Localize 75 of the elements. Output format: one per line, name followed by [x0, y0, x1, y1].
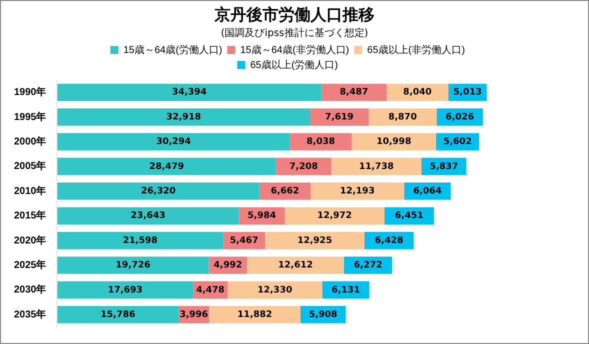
data-label: 12,972 [317, 211, 352, 222]
legend-label: 65歳以上(労働人口) [250, 58, 338, 71]
chart-title: 京丹後市労働人口推移 [214, 5, 376, 26]
bar [247, 256, 344, 274]
y-tick-label: 2025年 [14, 259, 46, 271]
y-tick-label: 2015年 [14, 210, 46, 222]
bar [209, 306, 300, 324]
data-label: 7,208 [289, 162, 318, 172]
data-label: 21,598 [122, 236, 158, 246]
data-label: 6,064 [413, 186, 442, 196]
y-tick-label: 2005年 [14, 160, 46, 172]
bar [57, 207, 239, 224]
bar [321, 84, 387, 101]
data-label: 32,918 [166, 112, 202, 122]
bar [57, 306, 178, 324]
bar [352, 133, 436, 150]
bar [57, 256, 209, 274]
data-label: 12,193 [340, 186, 375, 196]
y-tick-label: 2035年 [14, 308, 46, 320]
bar [57, 182, 260, 200]
bar [57, 158, 276, 176]
data-label: 6,451 [394, 211, 424, 222]
data-label: 5,984 [248, 211, 276, 222]
data-label: 5,467 [230, 236, 258, 246]
data-label: 7,619 [325, 112, 354, 122]
data-label: 4,992 [214, 260, 242, 271]
bar [57, 108, 310, 126]
data-label: 8,487 [340, 88, 368, 98]
data-label: 8,038 [306, 137, 335, 148]
data-label: 11,882 [237, 310, 272, 320]
data-label: 17,693 [108, 285, 143, 296]
data-label: 12,612 [278, 260, 313, 271]
bar [57, 281, 194, 299]
data-label: 6,428 [374, 236, 404, 246]
legend-label: 65歳以上(非労働人口) [367, 44, 465, 56]
data-label: 5,602 [443, 137, 472, 148]
bar [331, 158, 422, 176]
data-label: 4,478 [196, 285, 225, 296]
data-label: 5,837 [430, 162, 458, 172]
legend-label: 15歳～64歳(労働人口) [123, 44, 222, 56]
data-label: 8,870 [388, 112, 417, 122]
data-label: 3,996 [180, 310, 208, 320]
y-tick-label: 2020年 [14, 234, 46, 246]
data-label: 28,479 [149, 162, 184, 172]
data-label: 30,294 [156, 137, 191, 148]
data-label: 12,330 [257, 285, 292, 296]
data-label: 5,013 [453, 88, 482, 98]
data-label: 6,662 [270, 186, 300, 196]
data-label: 23,643 [130, 211, 166, 222]
data-label: 11,738 [358, 162, 394, 172]
data-label: 6,131 [331, 285, 360, 296]
data-label: 5,908 [308, 310, 338, 320]
y-tick-label: 2000年 [14, 136, 46, 148]
bar [57, 84, 322, 101]
bar [57, 232, 224, 250]
data-label: 26,320 [140, 186, 176, 196]
y-tick-label: 1990年 [14, 86, 46, 98]
bar [284, 207, 384, 224]
data-label: 15,786 [100, 310, 136, 320]
bar [310, 182, 404, 200]
bar [265, 232, 364, 250]
chart-subtitle: (国調及びipss推計に基づく想定) [220, 26, 370, 40]
bar [228, 281, 322, 299]
data-label: 34,394 [172, 88, 207, 98]
y-tick-label: 2030年 [14, 284, 46, 296]
data-label: 6,026 [446, 112, 474, 122]
y-tick-label: 2010年 [14, 184, 46, 197]
data-label: 6,272 [354, 260, 382, 271]
y-tick-label: 1995年 [14, 110, 46, 123]
data-label: 8,040 [403, 88, 432, 98]
data-label: 12,925 [297, 236, 332, 246]
legend-label: 15歳～64歳(非労働人口) [240, 44, 350, 56]
bar [57, 133, 290, 150]
data-label: 19,726 [116, 260, 150, 271]
data-label: 10,998 [376, 137, 412, 148]
